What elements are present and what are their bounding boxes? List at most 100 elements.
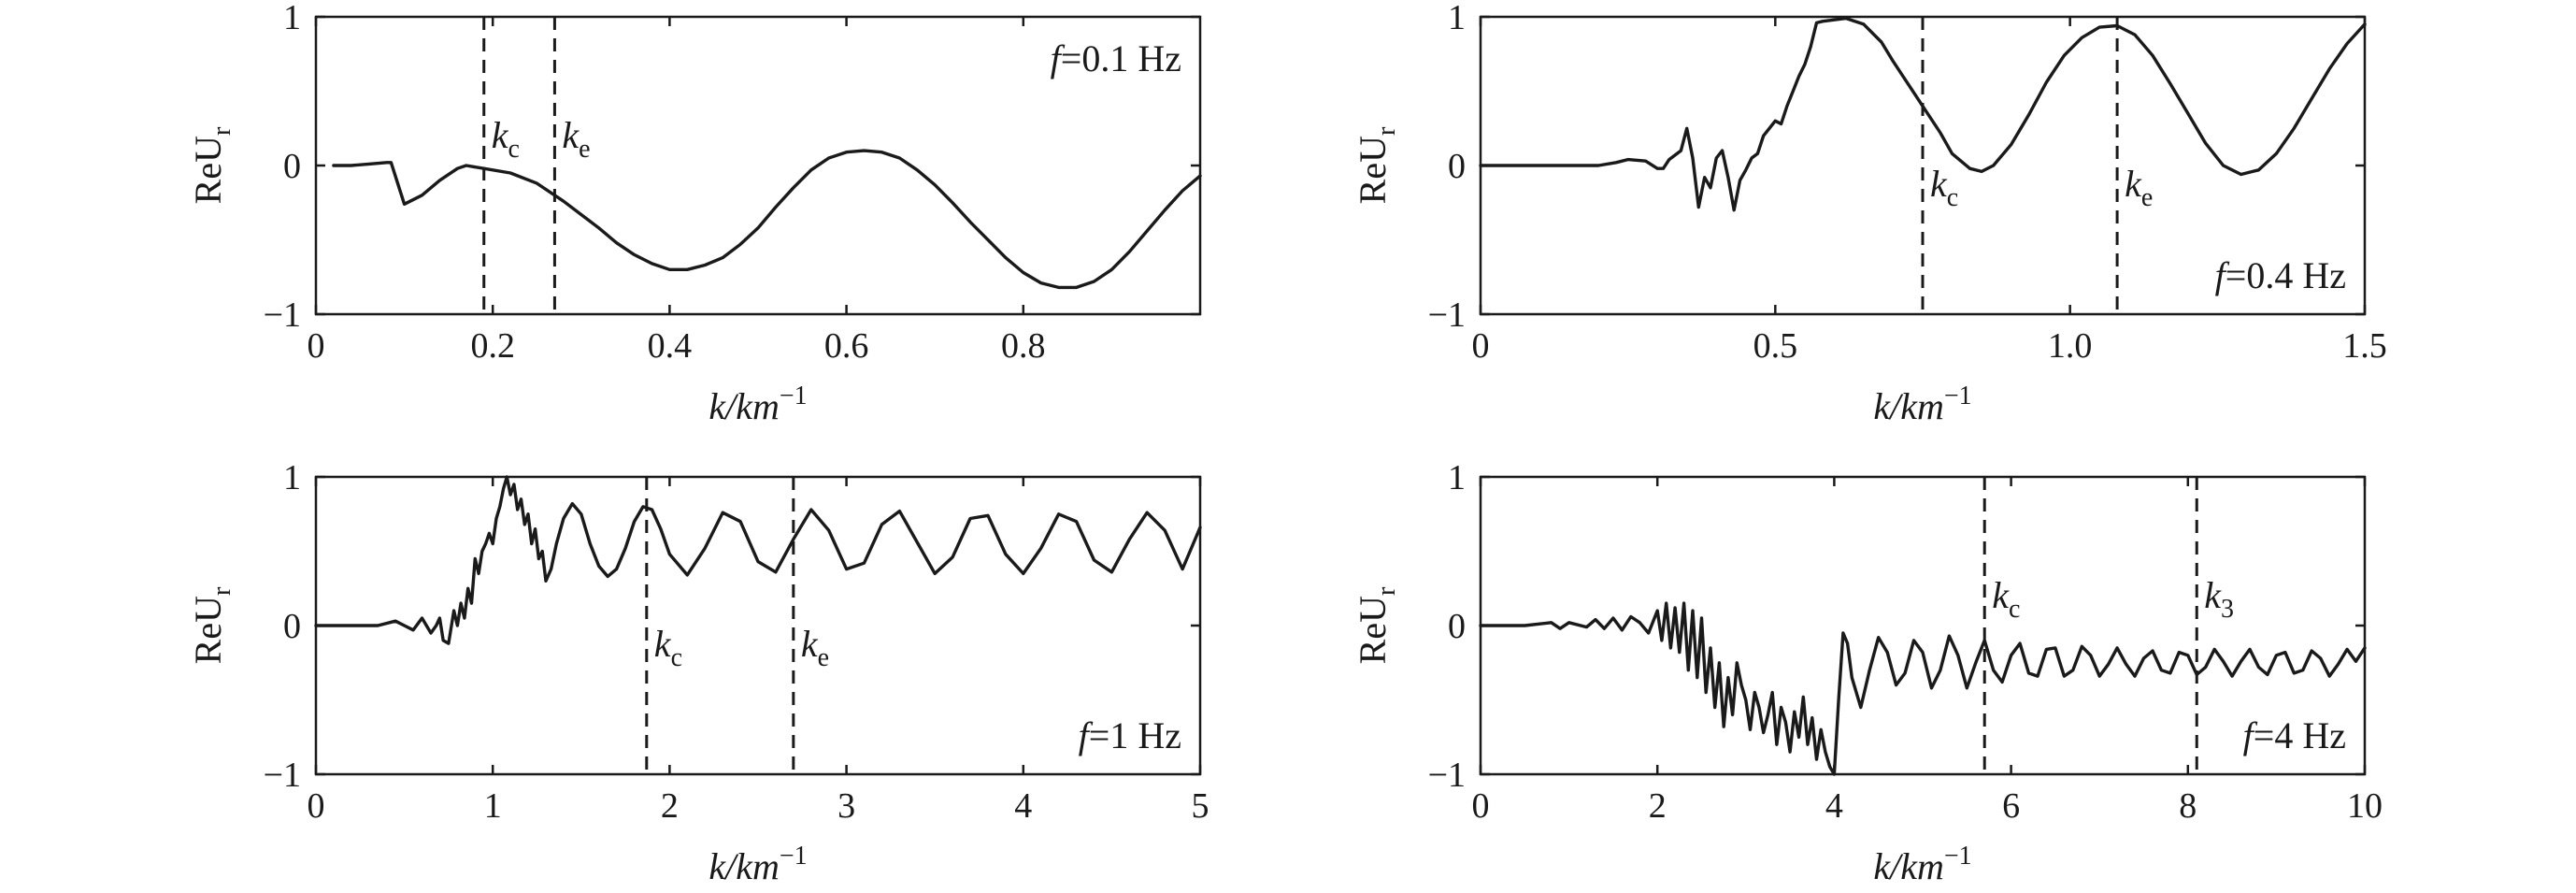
x-axis-label-text: k/km [708, 385, 780, 427]
y-axis-label: ReUr [187, 586, 236, 664]
vertical-line-label-subscript: e [579, 135, 590, 164]
y-axis-label-text: ReU [187, 596, 229, 664]
frequency-annotation-rest: =0.4 Hz [2225, 254, 2346, 296]
frequency-annotation: f=1 Hz [1079, 714, 1181, 756]
x-tick-label: 2 [661, 786, 679, 826]
x-axis-label-superscript: −1 [1944, 382, 1972, 410]
vertical-line-label-subscript: c [1947, 183, 1958, 212]
x-tick-label: 0.5 [1753, 326, 1798, 366]
vertical-line-label-var: k [2204, 574, 2222, 616]
x-tick-label: 1.5 [2342, 326, 2387, 366]
vertical-line-label-subscript: c [2009, 595, 2020, 624]
x-axis-label: k/km−1 [1873, 382, 1971, 427]
vertical-line-label-var: k [801, 623, 819, 665]
vertical-line-label-var: k [562, 114, 580, 156]
x-tick-label: 0.2 [470, 326, 515, 366]
series-line [332, 149, 1202, 290]
y-axis-label-text: ReU [1352, 596, 1394, 664]
x-axis-label-superscript: −1 [780, 382, 808, 410]
x-tick-label: 1 [484, 786, 502, 826]
x-axis-label: k/km−1 [1873, 842, 1971, 887]
vertical-line-label: ke [562, 114, 590, 164]
x-tick-label: 0 [1472, 326, 1490, 366]
plot-frame [314, 475, 1202, 776]
x-tick-label: 4 [1825, 786, 1843, 826]
x-axis-label-text: k/km [1873, 385, 1944, 427]
y-tick-label: 0 [1448, 147, 1466, 186]
y-tick-label: 1 [283, 458, 301, 497]
frequency-annotation: f=4 Hz [2243, 714, 2346, 756]
y-tick-label: 1 [1448, 0, 1466, 37]
x-tick-label: 0 [308, 326, 325, 366]
x-tick-label: 1.0 [2048, 326, 2093, 366]
y-axis-label: ReUr [1352, 126, 1401, 204]
vertical-line-label-subscript: 3 [2221, 595, 2234, 624]
y-tick-label: −1 [264, 756, 301, 795]
y-axis-label-text: ReU [1352, 136, 1394, 204]
y-axis-label-subscript: r [208, 126, 236, 136]
vertical-line-label-subscript: e [2141, 183, 2153, 212]
vertical-line-label: kc [492, 114, 520, 164]
vertical-line-label-var: k [492, 114, 509, 156]
y-tick-label: 0 [1448, 607, 1466, 646]
vertical-line-label-subscript: c [671, 643, 682, 672]
x-tick-label: 0.4 [648, 326, 693, 366]
x-axis-label-text: k/km [708, 845, 780, 887]
x-tick-label: 3 [837, 786, 855, 826]
x-tick-label: 0.8 [1001, 326, 1046, 366]
vertical-line-label: kc [1930, 163, 1958, 212]
x-tick-label: 4 [1014, 786, 1032, 826]
vertical-line-label: ke [2125, 163, 2153, 212]
frequency-annotation-rest: =4 Hz [2254, 714, 2346, 756]
frequency-annotation-rest: =0.1 Hz [1061, 37, 1181, 79]
y-tick-label: 1 [1448, 458, 1466, 497]
x-tick-label: 5 [1192, 786, 1209, 826]
y-axis-label: ReUr [1352, 586, 1401, 664]
y-axis-label-text: ReU [187, 136, 229, 204]
series-line [314, 475, 1202, 645]
x-tick-label: 0.6 [824, 326, 869, 366]
frequency-annotation: f=0.4 Hz [2215, 254, 2346, 296]
x-axis-label: k/km−1 [708, 842, 807, 887]
vertical-line-label-var: k [2125, 163, 2142, 205]
plot-frame [1479, 475, 2367, 776]
vertical-line-label-var: k [654, 623, 672, 665]
vertical-line-label: kc [654, 623, 682, 672]
x-axis-label-text: k/km [1873, 845, 1944, 887]
x-tick-label: 0 [1472, 786, 1490, 826]
x-tick-label: 10 [2347, 786, 2383, 826]
series-line [1479, 16, 2367, 212]
vertical-line-label: kc [1992, 574, 2020, 624]
x-tick-label: 0 [308, 786, 325, 826]
frequency-annotation-rest: =1 Hz [1089, 714, 1181, 756]
x-axis-label-superscript: −1 [780, 842, 808, 871]
x-tick-label: 2 [1649, 786, 1667, 826]
x-axis-label: k/km−1 [708, 382, 807, 427]
x-axis-label-superscript: −1 [1944, 842, 1972, 871]
y-tick-label: 1 [283, 0, 301, 37]
frequency-annotation: f=0.1 Hz [1051, 37, 1181, 79]
y-axis-label-subscript: r [1372, 126, 1401, 136]
vertical-line-label: ke [801, 623, 829, 672]
y-axis-label-subscript: r [1372, 586, 1401, 596]
y-tick-label: 0 [283, 607, 301, 646]
y-tick-label: −1 [264, 295, 301, 335]
y-axis-label: ReUr [187, 126, 236, 204]
y-axis-label-subscript: r [208, 586, 236, 596]
x-tick-label: 6 [2002, 786, 2020, 826]
vertical-line-label-var: k [1930, 163, 1948, 205]
vertical-line-label-subscript: c [508, 135, 520, 164]
vertical-line-label-subscript: e [818, 643, 829, 672]
x-tick-label: 8 [2179, 786, 2197, 826]
series-line [1479, 601, 2367, 776]
y-tick-label: −1 [1428, 756, 1466, 795]
vertical-line-label: k3 [2204, 574, 2234, 624]
y-tick-label: 0 [283, 147, 301, 186]
vertical-line-label-var: k [1992, 574, 2010, 616]
y-tick-label: −1 [1428, 295, 1466, 335]
